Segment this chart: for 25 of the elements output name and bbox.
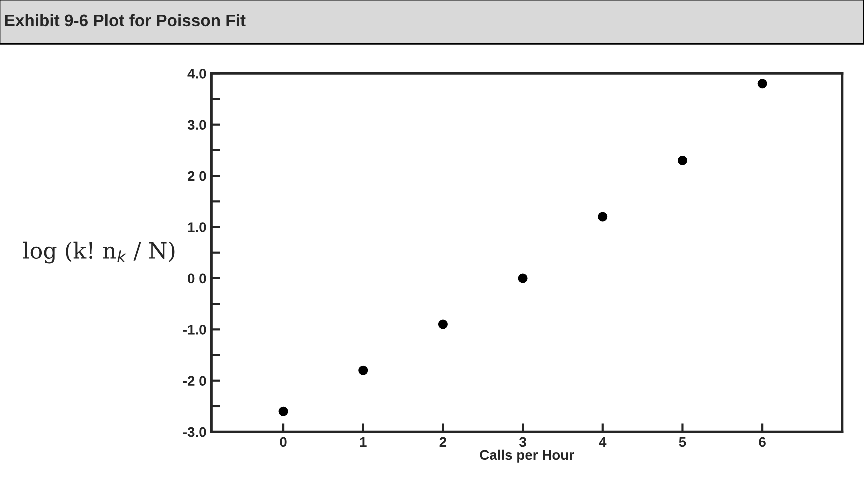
point xyxy=(438,320,448,330)
x-tick-label: 3 xyxy=(520,437,526,448)
y-tick-label: 0 0 xyxy=(188,274,206,284)
y-tick-label: 1.0 xyxy=(188,222,206,232)
x-tick-label: 0 xyxy=(280,437,287,448)
y-tick-label: 2 0 xyxy=(188,171,206,182)
x-axis-title: Calls per Hour xyxy=(480,450,574,463)
y-tick-label: -2 0 xyxy=(183,376,206,386)
y-tick-label: 4.0 xyxy=(188,68,206,79)
x-tick-label: 1 xyxy=(360,437,367,448)
y-axis-title: log (k! n$_{k}$ / N) xyxy=(23,242,175,264)
y-tick-label: -3.0 xyxy=(183,427,206,438)
y-tick-label: 3.0 xyxy=(188,120,206,130)
point xyxy=(278,406,288,416)
point xyxy=(598,212,608,222)
point xyxy=(518,274,528,284)
point xyxy=(758,79,768,89)
point xyxy=(358,366,368,376)
x-tick-label: 2 xyxy=(440,437,447,448)
x-tick-label: 5 xyxy=(679,437,686,448)
chart-title: Exhibit 9-6 Plot for Poisson Fit xyxy=(5,14,246,27)
y-tick-label: -1.0 xyxy=(183,325,206,335)
x-tick-label: 4 xyxy=(599,437,607,448)
x-tick-label: 6 xyxy=(759,437,766,448)
point xyxy=(678,156,688,166)
